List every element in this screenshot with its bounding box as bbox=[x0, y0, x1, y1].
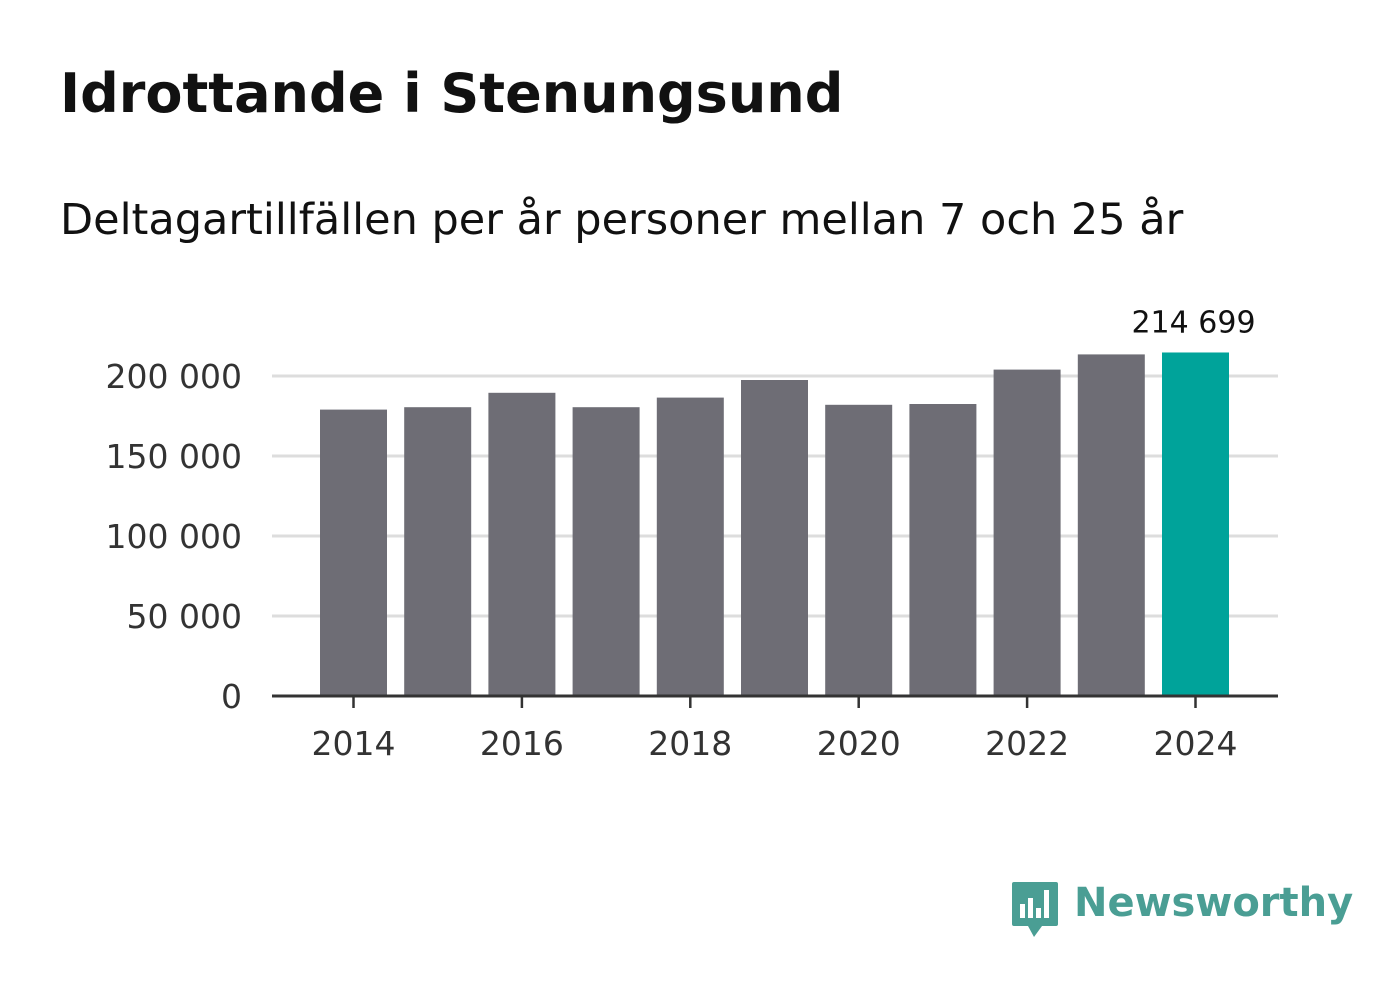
newsworthy-logo: Newsworthy bbox=[1010, 880, 1353, 940]
x-tick-label: 2014 bbox=[312, 724, 396, 763]
y-tick-label: 150 000 bbox=[106, 437, 242, 476]
x-tick-label: 2018 bbox=[648, 724, 732, 763]
y-tick-label: 50 000 bbox=[127, 597, 242, 636]
y-tick-label: 200 000 bbox=[106, 357, 242, 396]
y-tick-label: 100 000 bbox=[106, 517, 242, 556]
x-tick-label: 2016 bbox=[480, 724, 564, 763]
brand-name: Newsworthy bbox=[1074, 880, 1354, 926]
bar-2020 bbox=[825, 404, 893, 696]
y-tick-label: 0 bbox=[221, 677, 242, 716]
chart-subtitle: Deltagartillfällen per år personer mella… bbox=[60, 195, 1184, 245]
bar-chart-speech-bubble-icon bbox=[1012, 882, 1058, 937]
x-tick-label: 2022 bbox=[985, 724, 1069, 763]
bar-2015 bbox=[404, 407, 472, 696]
bar-2022 bbox=[993, 369, 1061, 696]
bar-2019 bbox=[741, 380, 808, 696]
bar-2024 bbox=[1162, 352, 1229, 696]
bar-chart: 0 50 000 100 000 150 000 200 000 2014 2016 2018… bbox=[106, 305, 1278, 763]
bar-2023 bbox=[1077, 354, 1145, 696]
x-tick-label: 2020 bbox=[817, 724, 901, 763]
highlight-data-label: 214 699 bbox=[1131, 305, 1255, 340]
bar-2017 bbox=[572, 407, 640, 696]
chart-title: Idrottande i Stenungsund bbox=[60, 62, 844, 125]
bar-2016 bbox=[488, 392, 556, 696]
x-tick-label: 2024 bbox=[1154, 724, 1238, 763]
bar-2014 bbox=[320, 409, 387, 696]
bar-2021 bbox=[909, 404, 977, 696]
bars bbox=[320, 352, 1229, 696]
axes bbox=[272, 694, 1278, 708]
bar-2018 bbox=[656, 397, 724, 696]
labels: 0 50 000 100 000 150 000 200 000 2014 2016 2018… bbox=[106, 305, 1256, 763]
